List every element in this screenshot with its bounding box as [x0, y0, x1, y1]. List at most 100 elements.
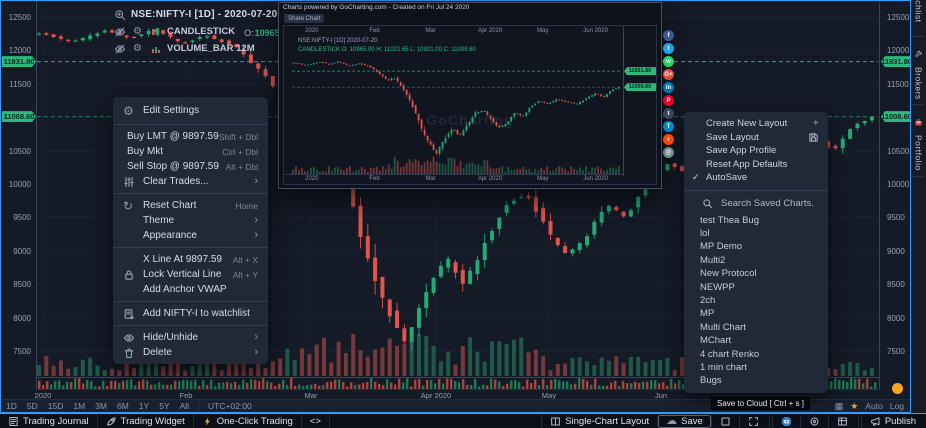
- auto-scale-toggle[interactable]: Auto: [865, 401, 883, 411]
- button-label: Save: [681, 416, 703, 427]
- one-click-trading-button[interactable]: One-Click Trading: [194, 415, 302, 428]
- fullscreen-button[interactable]: [738, 415, 767, 428]
- date-axis[interactable]: 2020 Feb Mar Apr 2020 May Jun: [1, 391, 910, 401]
- camera-button[interactable]: [771, 415, 800, 428]
- target-icon: [809, 416, 820, 427]
- menu-divider: [684, 189, 828, 191]
- menu-item-sell-stop-9897-59[interactable]: Sell Stop @ 9897.59 Alt + Dbl: [113, 159, 268, 174]
- share-twitter-icon[interactable]: t: [663, 43, 674, 54]
- favorite-star-icon[interactable]: ★: [850, 401, 859, 411]
- share-facebook-icon[interactable]: f: [663, 30, 674, 41]
- share-tumblr-icon[interactable]: t: [663, 108, 674, 119]
- saved-chart-item[interactable]: 4 chart Renko: [700, 348, 760, 360]
- trading-journal-button[interactable]: Trading Journal: [0, 415, 98, 428]
- menu-item-appearance[interactable]: Appearance ›: [113, 228, 268, 243]
- menu-item-clear-trades[interactable]: Clear Trades... ›: [113, 174, 268, 189]
- saved-charts-search[interactable]: [684, 193, 828, 214]
- menu-item-reset-chart[interactable]: ↻ Reset Chart Home: [113, 198, 268, 213]
- share-telegram-icon[interactable]: T: [663, 121, 674, 132]
- publish-button[interactable]: Publish: [860, 415, 924, 428]
- saved-chart-item[interactable]: MP Demo: [700, 241, 743, 253]
- target-button[interactable]: [799, 415, 828, 428]
- menu-item-buy-mkt[interactable]: Buy Mkt Ctrl + Dbl: [113, 144, 268, 159]
- right-sidebar: Watchlist Brokers Portfolio: [911, 0, 926, 413]
- share-chart-tab[interactable]: Share Chart: [284, 14, 325, 23]
- price-tag: 11831.80: [881, 56, 911, 68]
- range-1y[interactable]: 1Y: [138, 401, 150, 411]
- saved-chart-item[interactable]: Bugs: [700, 375, 722, 387]
- grid-style-icon[interactable]: ▦: [834, 401, 844, 411]
- menu-item-hide-unhide[interactable]: Hide/Unhide ›: [113, 330, 268, 345]
- saved-chart-item[interactable]: test Thea Bug: [700, 214, 759, 226]
- layout-menu-item-create-new-layout[interactable]: Create New Layout +: [684, 117, 828, 131]
- saved-chart-item[interactable]: Multi2: [700, 254, 726, 266]
- layout-menu-item-reset-app-defaults[interactable]: Reset App Defaults: [684, 158, 828, 172]
- tab-portfolio[interactable]: Portfolio: [911, 114, 926, 171]
- hide-volume-icon[interactable]: [113, 42, 126, 55]
- share-email-icon[interactable]: @: [663, 147, 674, 158]
- notification-dot[interactable]: [892, 383, 903, 394]
- menu-item-lock-vertical-line[interactable]: Lock Vertical Line Alt + Y: [113, 267, 268, 282]
- range-5y[interactable]: 5Y: [159, 401, 170, 411]
- trash-icon: [123, 347, 143, 359]
- menu-item-buy-lmt-9897-59[interactable]: Buy LMT @ 9897.59 Shift + Dbl: [113, 129, 268, 144]
- range-6m[interactable]: 6M: [116, 401, 129, 411]
- search-icon: [702, 198, 713, 209]
- button-label: One-Click Trading: [216, 416, 293, 427]
- zoom-in-icon[interactable]: [113, 8, 126, 21]
- search-saved-charts-input[interactable]: [719, 196, 823, 210]
- saved-chart-item[interactable]: Multi Chart: [700, 321, 746, 333]
- saved-chart-item[interactable]: NEWPP: [700, 281, 735, 293]
- code-button[interactable]: <>: [302, 415, 330, 428]
- menu-item-edit-settings[interactable]: ⚙ Edit Settings: [113, 101, 268, 120]
- layout-menu-label: Save Layout: [706, 131, 759, 143]
- share-whatsapp-icon[interactable]: w: [663, 56, 674, 67]
- saved-chart-item[interactable]: 1 min chart: [700, 361, 747, 373]
- snapshot-caption: Charts powered by GoCharting.com - Creat…: [283, 4, 470, 11]
- range-1m[interactable]: 1M: [73, 401, 86, 411]
- menu-item-add-anchor-vwap[interactable]: Add Anchor VWAP: [113, 282, 268, 297]
- frame-button[interactable]: [710, 415, 739, 428]
- single-chart-layout-button[interactable]: Single-Chart Layout: [541, 415, 657, 428]
- date-tick-label: Feb: [179, 391, 193, 400]
- range-all[interactable]: All: [179, 401, 190, 411]
- share-googleplus-icon[interactable]: G+: [663, 69, 674, 80]
- saved-chart-item[interactable]: MP: [700, 308, 715, 320]
- grid-view-button[interactable]: [827, 415, 856, 428]
- log-scale-toggle[interactable]: Log: [889, 401, 904, 411]
- share-linkedin-icon[interactable]: in: [663, 82, 674, 93]
- study-settings-gear-icon[interactable]: ⚙: [133, 25, 142, 37]
- saved-chart-item[interactable]: lol: [700, 228, 710, 240]
- trading-widget-button[interactable]: Trading Widget: [98, 415, 194, 428]
- range-5d[interactable]: 5D: [26, 401, 38, 411]
- volume-settings-gear-icon[interactable]: ⚙: [133, 42, 142, 54]
- menu-item-add-nifty-i-to-watchlist[interactable]: Add NIFTY-I to watchlist: [113, 306, 268, 321]
- range-15d[interactable]: 15D: [47, 401, 64, 411]
- layout-menu-item-autosave[interactable]: ✓ AutoSave: [684, 171, 828, 185]
- tab-brokers[interactable]: Brokers: [911, 46, 926, 100]
- bolt-icon: [202, 416, 213, 427]
- menu-item-delete[interactable]: Delete ›: [113, 345, 268, 360]
- menu-shortcut: Ctrl + Dbl: [222, 146, 258, 157]
- menu-item-theme[interactable]: Theme ›: [113, 213, 268, 228]
- hide-study-icon[interactable]: [113, 25, 126, 38]
- saved-chart-item[interactable]: 2ch: [700, 295, 716, 307]
- layout-menu-item-save-app-profile[interactable]: Save App Profile: [684, 144, 828, 158]
- saved-chart-item[interactable]: New Protocol: [700, 268, 757, 280]
- range-3m[interactable]: 3M: [95, 401, 107, 411]
- menu-item-label: X Line At 9897.59: [143, 254, 222, 265]
- save-button[interactable]: ☁ Save: [657, 415, 711, 428]
- saved-chart-item[interactable]: MChart: [700, 335, 732, 347]
- button-label: <>: [309, 416, 321, 427]
- share-pinterest-icon[interactable]: P: [663, 95, 674, 106]
- menu-item-x-line-at-9897-59[interactable]: X Line At 9897.59 Alt + X: [113, 252, 268, 267]
- timezone-label[interactable]: UTC+02:00: [208, 401, 252, 411]
- price-tick-label: 11500: [887, 79, 909, 89]
- divider: [913, 176, 924, 177]
- share-reddit-icon[interactable]: r: [663, 134, 674, 145]
- tab-watchlist[interactable]: Watchlist: [911, 0, 926, 23]
- price-tick-label: 12000: [887, 46, 910, 56]
- layout-menu-item-save-layout[interactable]: Save Layout: [684, 131, 828, 145]
- range-1d[interactable]: 1D: [6, 401, 17, 411]
- chart-snapshot-popup: Charts powered by GoCharting.com - Creat…: [278, 2, 662, 189]
